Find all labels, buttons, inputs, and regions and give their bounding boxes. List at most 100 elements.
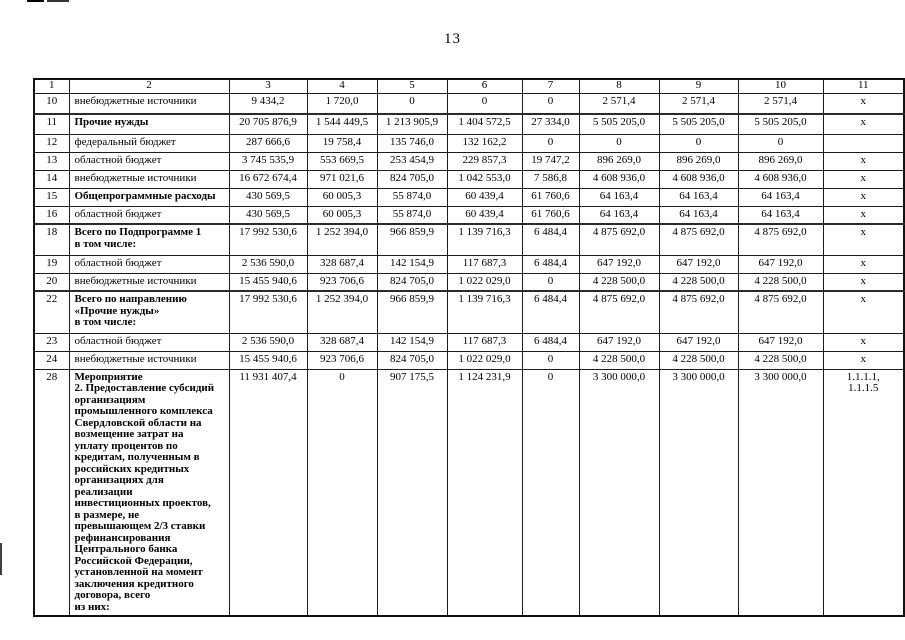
value-cell: 647 192,0 bbox=[737, 332, 824, 352]
value-cell: 647 192,0 bbox=[658, 254, 739, 274]
value-cell: 6 484,4 bbox=[521, 332, 580, 352]
value-cell: 60 005,3 bbox=[306, 187, 378, 207]
value-cell: 923 706,6 bbox=[306, 272, 378, 292]
value-cell: 287 666,6 bbox=[228, 133, 308, 153]
value-cell: 1 022 029,0 bbox=[446, 350, 523, 370]
table-row: 19 областной бюджет 2 536 590,0 328 687,4 14… bbox=[33, 254, 905, 274]
row-label-cell: внебюджетные источники bbox=[68, 92, 230, 115]
value-cell: 142 154,9 bbox=[376, 254, 448, 274]
value-cell: 1 022 029,0 bbox=[446, 272, 523, 292]
value-cell: 4 875 692,0 bbox=[737, 223, 824, 256]
value-cell: 1 042 553,0 bbox=[446, 169, 523, 189]
row-label-cell: Всего по Подпрограмме 1 в том числе: bbox=[68, 223, 230, 256]
value-cell: 0 bbox=[446, 92, 523, 115]
table-header-cell: 2 bbox=[68, 78, 230, 94]
value-cell: 907 175,5 bbox=[376, 368, 448, 617]
value-cell: 824 705,0 bbox=[376, 272, 448, 292]
scan-artifact bbox=[47, 0, 69, 2]
value-cell: 896 269,0 bbox=[737, 151, 824, 171]
table-header-cell: 1 bbox=[33, 78, 70, 94]
row-number-cell: 23 bbox=[33, 332, 70, 352]
value-cell: 64 163,4 bbox=[737, 187, 824, 207]
table-row: 18 Всего по Подпрограмме 1 в том числе: 17… bbox=[33, 223, 905, 256]
table-header-cell: 7 bbox=[521, 78, 580, 94]
value-cell: 16 672 674,4 bbox=[228, 169, 308, 189]
table-header-cell: 5 bbox=[376, 78, 448, 94]
table-row: 12 федеральный бюджет 287 666,6 19 758,4 135… bbox=[33, 133, 905, 153]
value-cell: 647 192,0 bbox=[658, 332, 739, 352]
value-cell: 0 bbox=[521, 92, 580, 115]
row-number-cell: 15 bbox=[33, 187, 70, 207]
budget-table: 1 2 3 4 5 6 7 8 9 10 11 10 внебюджетные источники 9 … bbox=[33, 78, 905, 617]
value-cell: x bbox=[822, 223, 905, 256]
value-cell: 15 455 940,6 bbox=[228, 272, 308, 292]
value-cell: 966 859,9 bbox=[376, 223, 448, 256]
value-cell: 132 162,2 bbox=[446, 133, 523, 153]
value-cell: x bbox=[822, 205, 905, 225]
row-label-cell: внебюджетные источники bbox=[68, 350, 230, 370]
value-cell: 1 720,0 bbox=[306, 92, 378, 115]
value-cell: 64 163,4 bbox=[737, 205, 824, 225]
value-cell: 0 bbox=[376, 92, 448, 115]
table-body: 10 внебюджетные источники 9 434,2 1 720,0 0 0… bbox=[33, 92, 905, 617]
table-row: 11 Прочие нужды 20 705 876,9 1 544 449,5 1 2… bbox=[33, 113, 905, 135]
table-row: 13 областной бюджет 3 745 535,9 553 669,5 25… bbox=[33, 151, 905, 171]
value-cell: 328 687,4 bbox=[306, 254, 378, 274]
table-row: 20 внебюджетные источники 15 455 940,6 923 … bbox=[33, 272, 905, 292]
value-cell: 328 687,4 bbox=[306, 332, 378, 352]
value-cell: x bbox=[822, 350, 905, 370]
value-cell: 896 269,0 bbox=[658, 151, 739, 171]
value-cell: 966 859,9 bbox=[376, 290, 448, 334]
value-cell: x bbox=[822, 169, 905, 189]
value-cell: 55 874,0 bbox=[376, 187, 448, 207]
value-cell: 2 571,4 bbox=[658, 92, 739, 115]
value-cell: 971 021,6 bbox=[306, 169, 378, 189]
value-cell: 135 746,0 bbox=[376, 133, 448, 153]
value-cell: 1 139 716,3 bbox=[446, 290, 523, 334]
value-cell: 647 192,0 bbox=[578, 254, 660, 274]
value-cell: 20 705 876,9 bbox=[228, 113, 308, 135]
value-cell: 60 439,4 bbox=[446, 205, 523, 225]
table-row: 16 областной бюджет 430 569,5 60 005,3 55 87… bbox=[33, 205, 905, 225]
value-cell: x bbox=[822, 151, 905, 171]
value-cell: 19 747,2 bbox=[521, 151, 580, 171]
row-label-cell: Мероприятие 2. Предоставление субсидий о… bbox=[68, 368, 230, 617]
value-cell: 60 005,3 bbox=[306, 205, 378, 225]
table-row: 10 внебюджетные источники 9 434,2 1 720,0 0 0… bbox=[33, 92, 905, 115]
table-head: 1 2 3 4 5 6 7 8 9 10 11 bbox=[33, 78, 905, 94]
value-cell: 553 669,5 bbox=[306, 151, 378, 171]
value-cell: 61 760,6 bbox=[521, 187, 580, 207]
value-cell: 4 608 936,0 bbox=[737, 169, 824, 189]
value-cell: 27 334,0 bbox=[521, 113, 580, 135]
value-cell: 4 228 500,0 bbox=[578, 272, 660, 292]
value-cell: 3 300 000,0 bbox=[578, 368, 660, 617]
value-cell: 824 705,0 bbox=[376, 350, 448, 370]
value-cell: 430 569,5 bbox=[228, 205, 308, 225]
value-cell: 117 687,3 bbox=[446, 332, 523, 352]
value-cell bbox=[822, 133, 905, 153]
table-header-row: 1 2 3 4 5 6 7 8 9 10 11 bbox=[33, 78, 905, 94]
value-cell: 1 252 394,0 bbox=[306, 290, 378, 334]
value-cell: 17 992 530,6 bbox=[228, 223, 308, 256]
value-cell: 4 875 692,0 bbox=[578, 223, 660, 256]
value-cell: 17 992 530,6 bbox=[228, 290, 308, 334]
row-label-cell: внебюджетные источники bbox=[68, 272, 230, 292]
value-cell: 4 228 500,0 bbox=[658, 272, 739, 292]
value-cell: 4 228 500,0 bbox=[578, 350, 660, 370]
table-header-cell: 6 bbox=[446, 78, 523, 94]
table-header-cell: 9 bbox=[658, 78, 739, 94]
value-cell: 19 758,4 bbox=[306, 133, 378, 153]
table-header-cell: 3 bbox=[228, 78, 308, 94]
row-label-cell: областной бюджет bbox=[68, 205, 230, 225]
value-cell: 4 875 692,0 bbox=[737, 290, 824, 334]
row-number-cell: 12 bbox=[33, 133, 70, 153]
value-cell: 647 192,0 bbox=[737, 254, 824, 274]
value-cell: 0 bbox=[306, 368, 378, 617]
value-cell: 5 505 205,0 bbox=[578, 113, 660, 135]
table-header-cell: 4 bbox=[306, 78, 378, 94]
value-cell: x bbox=[822, 254, 905, 274]
row-number-cell: 10 bbox=[33, 92, 70, 115]
value-cell: 0 bbox=[658, 133, 739, 153]
row-number-cell: 18 bbox=[33, 223, 70, 256]
value-cell: 4 608 936,0 bbox=[658, 169, 739, 189]
